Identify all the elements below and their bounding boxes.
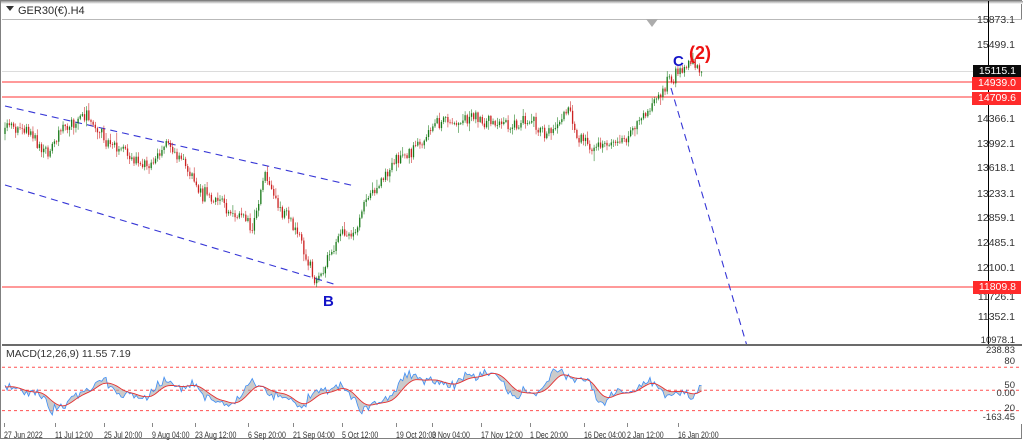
svg-text:MACD(12,26,9) 11.55 7.19: MACD(12,26,9) 11.55 7.19 [6, 348, 131, 360]
svg-text:B: B [323, 293, 334, 310]
svg-text:C: C [673, 53, 684, 70]
svg-text:(2): (2) [689, 43, 711, 63]
